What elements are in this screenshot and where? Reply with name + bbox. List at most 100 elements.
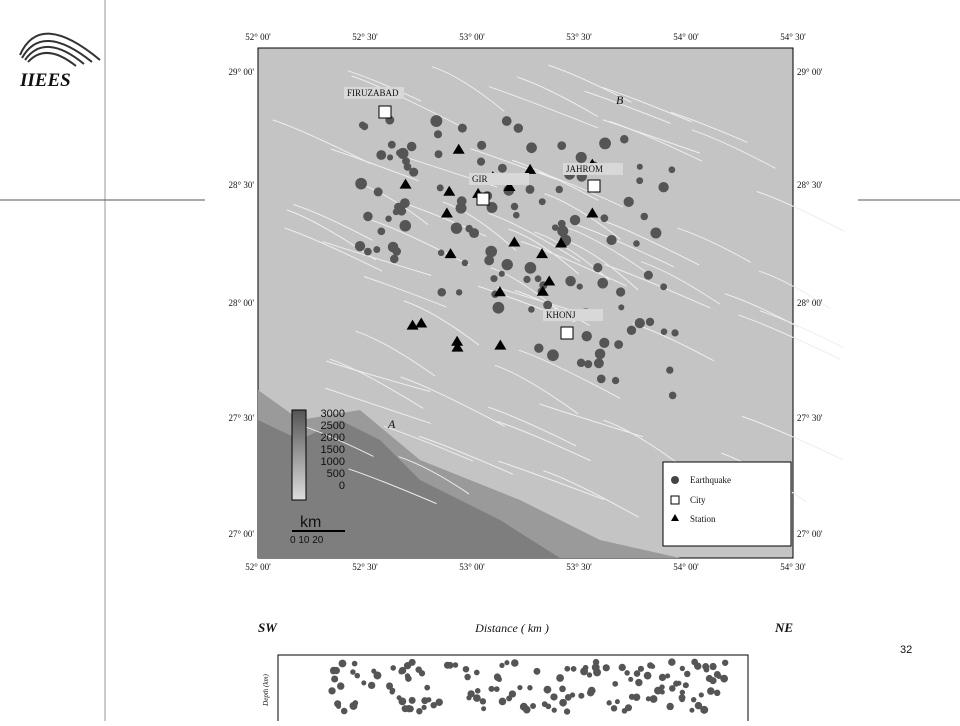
section-quake [402,705,409,712]
earthquake [671,329,678,336]
elevation-label: 2000 [321,432,345,444]
section-quake [699,692,704,697]
earthquake [513,212,520,219]
lat-label: 27° 00' [229,529,255,539]
section-quake [475,688,481,694]
earthquake [361,123,368,130]
point-label: A [387,417,396,431]
section-quake [361,680,366,685]
section-quake [350,702,358,710]
earthquake [577,359,585,367]
scale-ticks: 0 10 20 [290,535,324,546]
earthquake [599,338,609,348]
earthquake [390,255,399,264]
earthquake [388,141,396,149]
section-quake [527,685,532,690]
earthquake [661,328,668,335]
section-quake [421,697,428,704]
lon-label: 53° 30' [566,32,592,42]
earthquake [584,360,592,368]
earthquake [624,197,634,207]
page-number: 32 [900,644,912,656]
earthquake [614,340,623,349]
lon-label: 54° 00' [673,562,699,572]
section-quake [625,704,632,711]
earthquake [462,260,468,266]
legend-label: Station [690,514,716,524]
elevation-label: 500 [327,468,345,480]
lat-label: 28° 30' [797,180,823,190]
section-quake [552,707,557,712]
lat-label: 28° 00' [229,298,255,308]
section-quake [350,669,355,674]
earthquake [644,271,653,280]
section-quake [570,692,575,697]
section-quake [606,700,611,705]
earthquake [627,326,636,335]
earthquake [523,276,530,283]
section-quake [463,666,470,673]
elevation-label: 1500 [321,444,345,456]
lat-label: 29° 00' [229,67,255,77]
section-quake [488,686,494,692]
section-quake [611,705,617,711]
section-quake [424,685,430,691]
section-quake [592,663,600,671]
section-quake [615,699,620,704]
city-marker [477,193,489,205]
earthquake [396,149,403,156]
earthquake [637,164,643,170]
section-quake [405,673,410,678]
section-quake [506,696,512,702]
earthquake [600,214,608,222]
city-label: FIRUZABAD [347,88,399,98]
city-marker [588,180,600,192]
earthquake [557,141,566,150]
lon-label: 53° 30' [566,562,592,572]
legend-symbol [671,476,679,484]
section-quake [331,675,338,682]
earthquake [355,241,365,251]
section-quake [504,660,509,665]
earthquake [458,124,467,133]
elevation-label: 2500 [321,420,345,432]
legend-symbol [671,496,679,504]
earthquake [373,246,380,253]
lat-label: 27° 30' [797,413,823,423]
earthquake [456,289,462,295]
earthquake [430,115,442,127]
scale-unit: km [300,514,321,531]
earthquake [669,166,676,173]
section-quake [689,708,694,713]
section-y-label: Depth (km) [262,673,270,706]
earthquake [593,263,602,272]
lat-label: 27° 30' [229,413,255,423]
section-quake [409,697,416,704]
section-quake [466,695,471,700]
earthquake [660,283,667,290]
city-label: KHONJ [546,310,576,320]
earthquake [636,177,643,184]
earthquake [565,276,576,287]
earthquake [434,130,442,138]
earthquake [477,141,486,150]
section-quake [415,666,422,673]
section-quake [520,703,528,711]
earthquake [534,343,543,352]
section-quake [564,708,570,714]
earthquake [435,150,443,158]
section-quake [679,694,686,701]
earthquake [493,302,505,314]
section-quake [571,666,577,672]
earthquake [407,142,417,152]
lon-label: 54° 30' [780,32,806,42]
section-quake [666,703,673,710]
earthquake [498,164,507,173]
section-quake [587,672,592,677]
section-quake [633,694,640,701]
section-quake [494,686,500,692]
city-label: JAHROM [566,164,603,174]
section-quake [578,693,584,699]
section-quake [494,674,501,681]
earthquake [635,318,645,328]
